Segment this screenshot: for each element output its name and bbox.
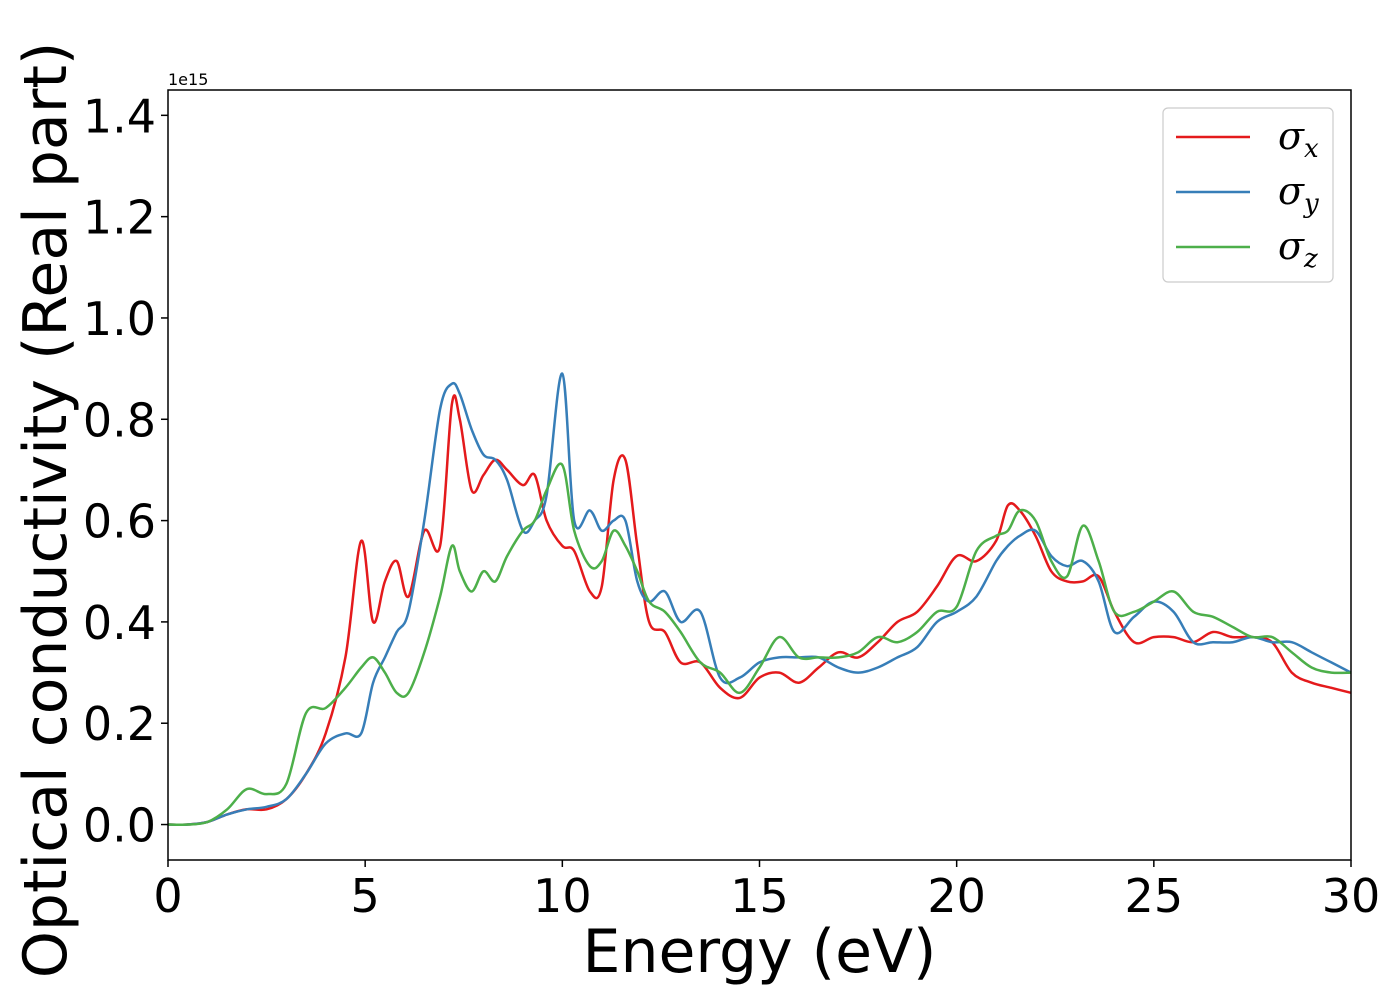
y-axis-label: Optical conductivity (Real part)	[11, 42, 81, 979]
y-tick-label: 0.6	[83, 495, 156, 549]
legend-label-2: σy	[1278, 169, 1319, 219]
series-layer	[167, 372, 1352, 826]
x-tick-label: 15	[730, 869, 789, 923]
legend-label-1: σx	[1278, 114, 1319, 164]
y-tick-label: 1.2	[83, 191, 156, 245]
y-axis-ticks: 0.0 0.2 0.4 0.6 0.8 1.0 1.2 1.4	[83, 89, 168, 853]
y-tick-label: 0.2	[83, 697, 156, 751]
y-tick-label: 1.0	[83, 292, 156, 346]
x-tick-label: 30	[1322, 869, 1381, 923]
x-axis-ticks: 0 5 10 15 20 25 30	[153, 860, 1380, 923]
series-line-2	[167, 372, 1352, 826]
x-tick-label: 0	[153, 869, 182, 923]
y-offset-label: 1e15	[168, 70, 208, 89]
x-tick-label: 5	[351, 869, 380, 923]
series-line-3	[167, 462, 1352, 826]
x-tick-label: 25	[1125, 869, 1184, 923]
legend-label-3: σz	[1278, 224, 1318, 274]
x-tick-label: 10	[533, 869, 592, 923]
x-tick-label: 20	[927, 869, 986, 923]
y-tick-label: 0.4	[83, 596, 156, 650]
y-tick-label: 0.0	[83, 799, 156, 853]
y-tick-label: 1.4	[83, 89, 156, 143]
legend-box	[1162, 107, 1334, 283]
x-axis-label: Energy (eV)	[583, 917, 937, 987]
y-tick-label: 0.8	[83, 393, 156, 447]
